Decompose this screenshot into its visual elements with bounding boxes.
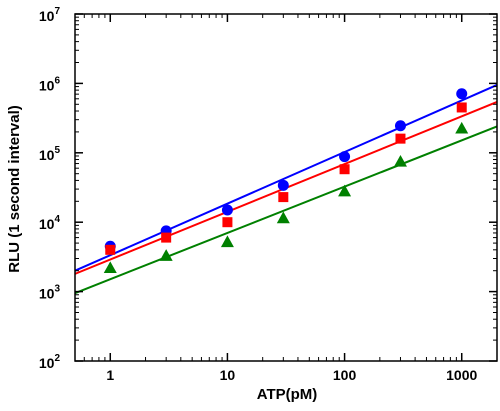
data-point-square (339, 164, 350, 175)
data-point-square (278, 192, 289, 203)
data-point-square (456, 102, 467, 113)
y-tick-label: 103 (39, 284, 61, 302)
data-point-triangle (159, 249, 173, 261)
data-point-triangle (276, 211, 290, 224)
y-tick-label: 102 (39, 353, 61, 371)
x-tick-label: 1 (106, 367, 114, 383)
y-axis-title: RLU (1 second interval) (6, 105, 23, 273)
data-point-circle (277, 179, 289, 191)
y-tick-label: 106 (39, 75, 61, 93)
y-tick-label: 105 (39, 145, 61, 163)
x-axis-title: ATP(pM) (257, 386, 318, 403)
data-point-triangle (220, 235, 234, 248)
data-point-triangle (455, 121, 469, 134)
plot-area: 1 10 100 1000 102 103 104 105 106 107 (39, 6, 498, 383)
data-point-circle (394, 120, 406, 132)
x-tick-label: 100 (333, 367, 357, 383)
plot-frame (74, 13, 498, 362)
data-point-square (395, 133, 406, 144)
fit-line-circle (74, 84, 498, 272)
x-tick-label: 10 (220, 367, 236, 383)
y-tick-label: 107 (39, 6, 61, 24)
data-point-square (105, 244, 116, 255)
fit-line-triangle (74, 125, 498, 295)
data-point-triangle (338, 184, 352, 197)
data-point-triangle (103, 261, 117, 274)
data-point-circle (221, 204, 233, 216)
data-point-triangle (393, 154, 407, 167)
x-tick-label: 1000 (446, 367, 477, 383)
data-point-circle (339, 151, 351, 163)
data-point-circle (456, 88, 468, 100)
data-point-square (222, 217, 233, 228)
data-point-square (161, 232, 172, 243)
y-tick-label: 104 (39, 214, 61, 232)
